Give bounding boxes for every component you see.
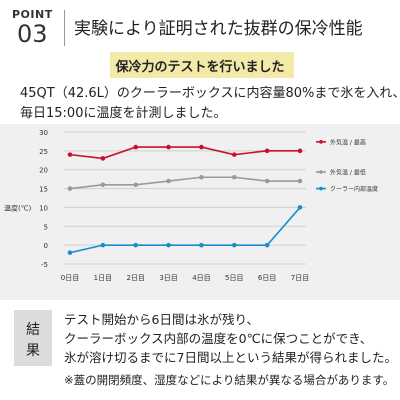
highlight-marker xyxy=(110,52,294,78)
x-tick-label: 1日目 xyxy=(94,274,112,282)
x-tick-label: 0日目 xyxy=(61,274,79,282)
y-tick-label: 25 xyxy=(39,148,48,156)
intro-line-2: 毎日15:00に温度を計測しました。 xyxy=(20,106,227,121)
y-axis-label: 温度(℃) xyxy=(4,203,32,212)
data-point xyxy=(67,250,73,255)
header-divider xyxy=(64,10,65,46)
highlight-text: 保冷力のテストを行いました xyxy=(115,60,285,75)
data-point xyxy=(199,174,204,180)
data-point xyxy=(231,242,237,248)
intro-line-1: 45QT（42.6L）のクーラーボックスに内容量80%まで氷を入れ、 xyxy=(20,86,400,101)
y-tick-label: 5 xyxy=(44,223,48,231)
series-line xyxy=(69,176,300,190)
legend-label: 外気温 / 最低 xyxy=(330,169,366,177)
data-point xyxy=(100,156,106,161)
data-point xyxy=(199,144,204,150)
y-tick-label: 30 xyxy=(39,129,48,137)
point-badge: POINT 03 xyxy=(12,8,58,50)
legend-marker xyxy=(319,186,323,191)
data-point xyxy=(264,178,270,184)
y-tick-label: 15 xyxy=(39,186,48,194)
legend-label: 外気温 / 最高 xyxy=(330,138,366,146)
x-tick-label: 2日目 xyxy=(126,274,144,282)
data-point xyxy=(297,148,303,154)
result-line-1: テスト開始から6日間は氷が残り、 xyxy=(64,312,259,327)
data-point xyxy=(100,242,106,248)
point-label: POINT xyxy=(12,8,53,21)
result-label-top: 結 xyxy=(26,322,40,338)
data-point xyxy=(67,186,73,191)
result-label-bottom: 果 xyxy=(26,343,40,359)
legend-label: クーラー内部温度 xyxy=(330,185,378,193)
result-label-box: 結 果 xyxy=(14,310,52,366)
x-tick-label: 6日目 xyxy=(258,274,276,282)
data-point xyxy=(133,182,139,188)
data-point xyxy=(133,144,139,150)
data-point xyxy=(264,148,270,154)
data-point xyxy=(199,242,204,248)
y-tick-label: 10 xyxy=(39,204,48,212)
data-point xyxy=(231,152,237,157)
chart-background xyxy=(0,124,400,300)
legend-marker xyxy=(319,170,323,174)
disclaimer-note: ※蓋の開閉頻度、湿度などにより結果が異なる場合があります。 xyxy=(64,373,395,387)
series-line xyxy=(69,146,300,160)
x-tick-label: 7日目 xyxy=(291,274,309,282)
data-point xyxy=(133,242,139,248)
data-point xyxy=(166,178,171,184)
page-title: 実験により証明された抜群の保冷性能 xyxy=(74,19,363,39)
result-text: テスト開始から6日間は氷が残り、 クーラーボックス内部の温度を0℃に保つことがで… xyxy=(64,310,397,367)
intro-text: 45QT（42.6L）のクーラーボックスに内容量80%まで氷を入れ、 毎日15:… xyxy=(20,84,400,124)
y-tick-label: -5 xyxy=(41,261,48,269)
data-point xyxy=(166,242,171,248)
y-tick-label: 0 xyxy=(44,242,48,250)
data-point xyxy=(264,242,270,248)
result-line-2: クーラーボックス内部の温度を0℃に保つことができ、 xyxy=(64,331,373,346)
data-point xyxy=(297,178,303,184)
data-point xyxy=(166,144,171,150)
temperature-chart: -5 0 5 10 15 20 25 30 温度(℃) 0日目 1日目 2日目 3日目 4日目 5日目 6日目… xyxy=(4,129,378,282)
data-point xyxy=(100,182,106,188)
x-tick-label: 3日目 xyxy=(159,274,177,282)
highlight-banner: 保冷力のテストを行いました xyxy=(0,52,400,80)
data-point xyxy=(67,152,73,157)
y-tick-label: 20 xyxy=(39,167,48,175)
point-number: 03 xyxy=(17,20,48,48)
series-line xyxy=(69,206,301,254)
data-point xyxy=(231,174,237,180)
x-tick-label: 5日目 xyxy=(225,274,243,282)
legend-marker xyxy=(319,140,323,144)
data-point xyxy=(297,205,303,210)
x-tick-label: 4日目 xyxy=(192,274,210,282)
result-line-3: 氷が溶け切るまでに7日間以上という結果が得られました。 xyxy=(64,350,397,365)
